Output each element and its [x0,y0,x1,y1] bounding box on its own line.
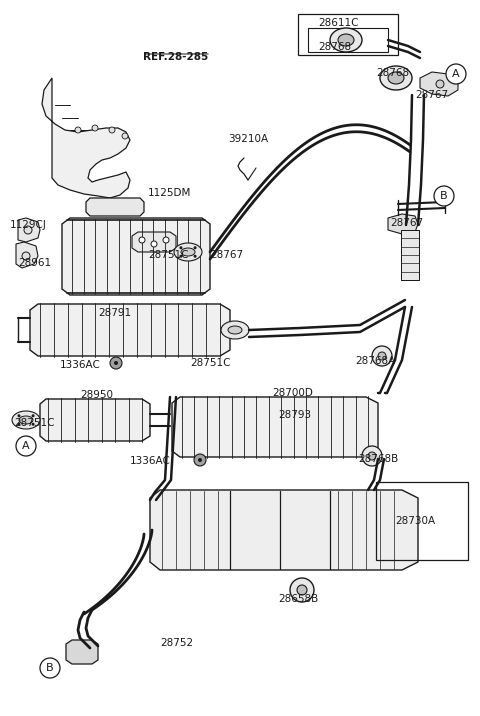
Circle shape [193,255,197,258]
Circle shape [110,357,122,369]
Circle shape [40,658,60,678]
Circle shape [297,585,307,595]
Text: 1336AC: 1336AC [130,456,171,466]
Text: 28768: 28768 [318,42,351,52]
Text: REF.28-285: REF.28-285 [143,52,208,62]
Text: 28751C: 28751C [14,418,55,428]
Text: 28961: 28961 [18,258,51,268]
Text: 28793: 28793 [278,410,311,420]
Text: 28791: 28791 [98,308,131,318]
Text: 28700D: 28700D [272,388,313,398]
Text: 28767: 28767 [415,90,448,100]
Circle shape [92,125,98,131]
Ellipse shape [12,411,40,429]
Ellipse shape [330,28,362,52]
Circle shape [446,64,466,84]
Circle shape [198,458,202,462]
Circle shape [24,226,32,234]
Polygon shape [18,218,40,242]
Text: 28767: 28767 [210,250,243,260]
Circle shape [122,133,128,139]
Circle shape [151,241,157,247]
Circle shape [372,346,392,366]
Text: 28768A: 28768A [355,356,395,366]
Circle shape [22,252,30,260]
Circle shape [114,361,118,365]
Bar [376,482,468,560]
Polygon shape [40,399,150,441]
Circle shape [362,446,382,466]
Circle shape [436,80,444,88]
Polygon shape [16,242,38,268]
Ellipse shape [380,66,412,90]
Ellipse shape [388,72,404,84]
Text: 28730A: 28730A [395,516,435,526]
Circle shape [180,246,182,249]
Text: 39210A: 39210A [228,134,268,144]
Ellipse shape [338,34,354,46]
Circle shape [32,422,35,426]
Polygon shape [86,198,144,216]
Polygon shape [401,230,419,280]
Ellipse shape [19,416,33,424]
Polygon shape [150,490,418,570]
Text: 28950: 28950 [80,390,113,400]
Text: 28611C: 28611C [318,18,359,28]
Circle shape [193,246,197,249]
Text: A: A [452,69,460,79]
Circle shape [16,436,36,456]
Text: 28751C: 28751C [148,250,189,260]
Text: 1129CJ: 1129CJ [10,220,47,230]
Circle shape [434,186,454,206]
Text: 28768B: 28768B [358,454,398,464]
Polygon shape [66,640,98,664]
Text: 1336AC: 1336AC [60,360,101,370]
Circle shape [17,422,21,426]
Circle shape [163,237,169,243]
Polygon shape [132,232,176,252]
Circle shape [368,452,376,460]
Bar [298,14,398,55]
Circle shape [139,237,145,243]
Polygon shape [172,397,378,457]
Text: 1125DM: 1125DM [148,188,192,198]
Circle shape [290,578,314,602]
Circle shape [194,454,206,466]
Text: B: B [46,663,54,673]
Text: 28767: 28767 [390,218,423,228]
Text: A: A [22,441,30,451]
Text: B: B [440,191,448,201]
Text: 28768: 28768 [376,68,409,78]
Circle shape [109,127,115,133]
Bar [308,28,388,52]
Polygon shape [30,304,230,356]
Polygon shape [42,78,130,198]
Circle shape [180,255,182,258]
Text: 28751C: 28751C [190,358,230,368]
Polygon shape [388,214,418,234]
Ellipse shape [228,326,242,334]
Ellipse shape [221,321,249,339]
Text: 28658B: 28658B [278,594,318,604]
Ellipse shape [181,248,195,256]
Circle shape [378,352,386,360]
Text: 28752: 28752 [160,638,193,648]
Polygon shape [420,72,458,96]
Ellipse shape [174,243,202,261]
Circle shape [17,415,21,417]
Circle shape [75,127,81,133]
Polygon shape [62,218,210,295]
Circle shape [32,415,35,417]
